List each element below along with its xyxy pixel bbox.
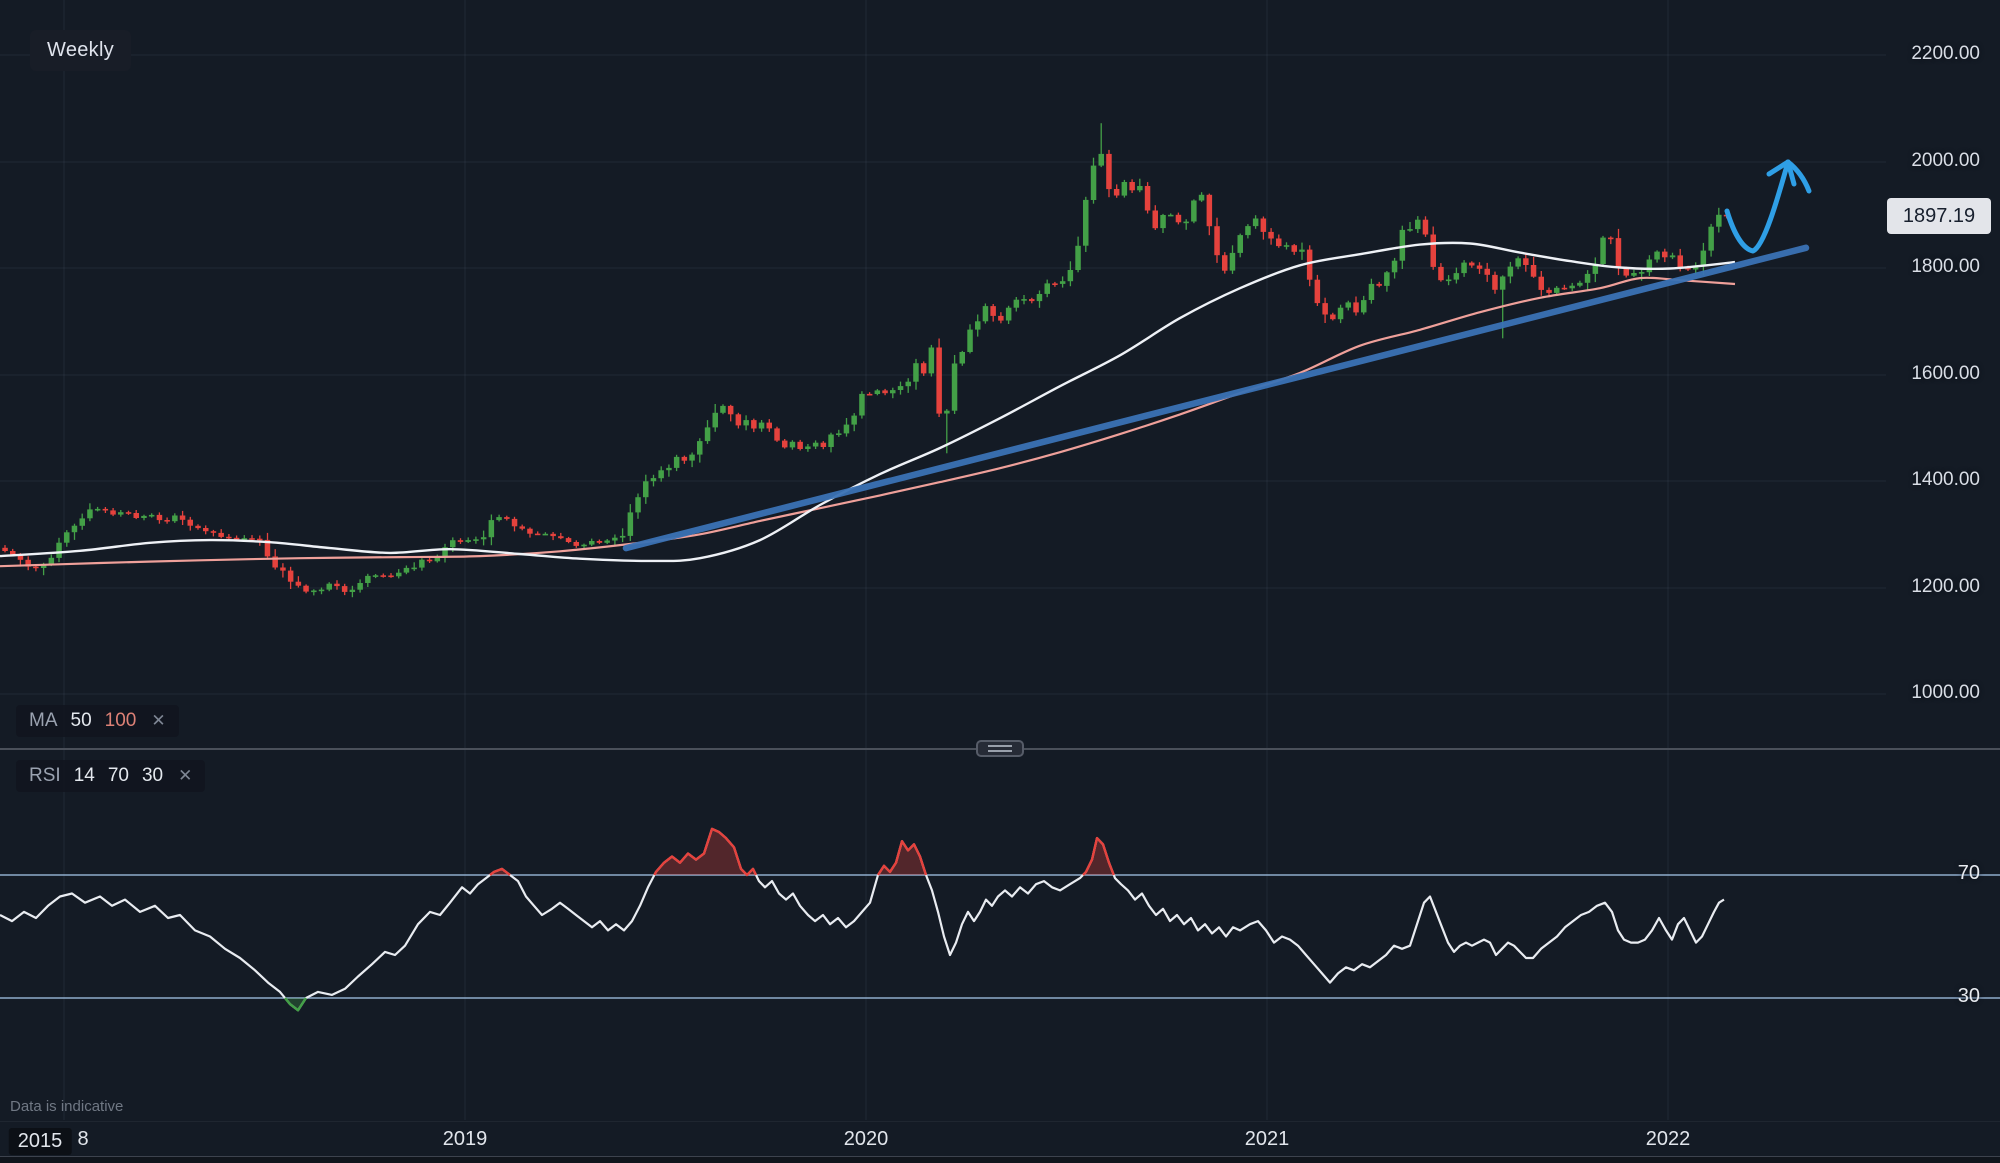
rsi-indicator-legend[interactable]: RSI 14 70 30 ✕ <box>16 760 206 792</box>
time-axis-label: 2015 <box>8 1128 72 1155</box>
price-tick-label: 2000.00 <box>1911 150 1980 171</box>
price-tick-label: 1000.00 <box>1911 682 1980 703</box>
grid <box>0 0 1886 1120</box>
rsi-lower-level: 30 <box>141 765 164 786</box>
time-axis-label: 2021 <box>1244 1128 1290 1150</box>
indicative-note: Data is indicative <box>10 1098 124 1115</box>
trendline-drawing[interactable] <box>622 244 1810 552</box>
pane-resize-handle[interactable] <box>976 740 1024 757</box>
time-axis-label: 2020 <box>843 1128 889 1150</box>
price-tick-label: 1400.00 <box>1911 469 1980 490</box>
candlestick-series <box>2 123 1730 598</box>
ma-indicator-legend[interactable]: MA 50 100 ✕ <box>16 705 179 737</box>
rsi-legend-title: RSI <box>29 765 61 786</box>
rsi-period: 14 <box>73 765 95 786</box>
window-bottom-edge <box>0 1156 2000 1163</box>
time-axis-label: 8 <box>77 1128 89 1150</box>
rsi-bands <box>0 874 2000 999</box>
price-tick-label: 1600.00 <box>1911 363 1980 384</box>
last-price-label: 1897.19 <box>1887 198 1991 235</box>
time-axis-label: 2022 <box>1645 1128 1691 1150</box>
rsi-upper-level: 70 <box>107 765 129 786</box>
interval-badge[interactable]: Weekly <box>30 30 132 71</box>
price-axis[interactable]: 2200.00 2000.00 1800.00 1600.00 1400.00 1200.… <box>1884 0 2000 1120</box>
time-axis[interactable]: 2015 8 2019 2020 2021 2022 <box>0 1121 2000 1157</box>
price-tick-label: 1200.00 <box>1911 576 1980 597</box>
ma-100-line <box>0 276 1736 568</box>
ma-50-line <box>0 241 1736 563</box>
arrow-drawing[interactable] <box>1724 159 1812 254</box>
price-tick-label: 1800.00 <box>1911 256 1980 277</box>
ma-remove-button[interactable]: ✕ <box>151 711 166 730</box>
rsi-remove-button[interactable]: ✕ <box>178 766 193 785</box>
time-axis-label: 2019 <box>442 1128 488 1150</box>
ma-period-50: 50 <box>70 710 92 731</box>
price-tick-label: 2200.00 <box>1911 43 1980 64</box>
rsi-tick-label: 70 <box>1957 862 1980 884</box>
rsi-plot <box>0 827 1725 1012</box>
ma-period-100: 100 <box>104 710 137 731</box>
ma-legend-title: MA <box>29 710 58 731</box>
rsi-tick-label: 30 <box>1957 985 1980 1007</box>
last-price-value: 1897.19 <box>1902 204 1976 227</box>
interval-label: Weekly <box>47 39 115 61</box>
